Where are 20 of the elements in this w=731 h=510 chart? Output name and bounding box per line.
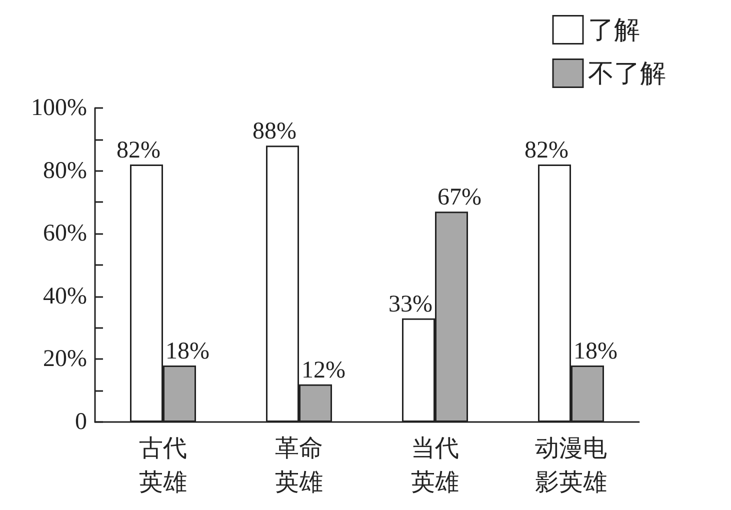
data-label: 18%: [574, 338, 618, 364]
x-tick-label: 当代英雄: [411, 436, 459, 496]
y-tick-label: 60%: [43, 220, 87, 247]
x-tick-label: 动漫电影英雄: [535, 436, 607, 496]
legend-label: 不了解: [588, 58, 666, 88]
y-tick-label: 40%: [43, 283, 87, 310]
data-label: 12%: [302, 357, 346, 384]
x-tick-label: 革命英雄: [275, 436, 323, 496]
data-label: 18%: [166, 338, 210, 364]
y-tick-label: 100%: [31, 95, 87, 121]
y-tick-label: 80%: [43, 158, 87, 184]
data-label: 67%: [438, 184, 482, 211]
legend-label: 了解: [588, 15, 640, 44]
x-tick-label: 古代英雄: [139, 436, 187, 496]
data-label: 33%: [388, 291, 432, 318]
data-label: 88%: [252, 118, 296, 145]
data-label: 82%: [524, 138, 568, 164]
data-label: 82%: [116, 138, 160, 164]
y-tick-label: 20%: [43, 346, 87, 372]
y-tick-label: 0: [75, 409, 87, 435]
